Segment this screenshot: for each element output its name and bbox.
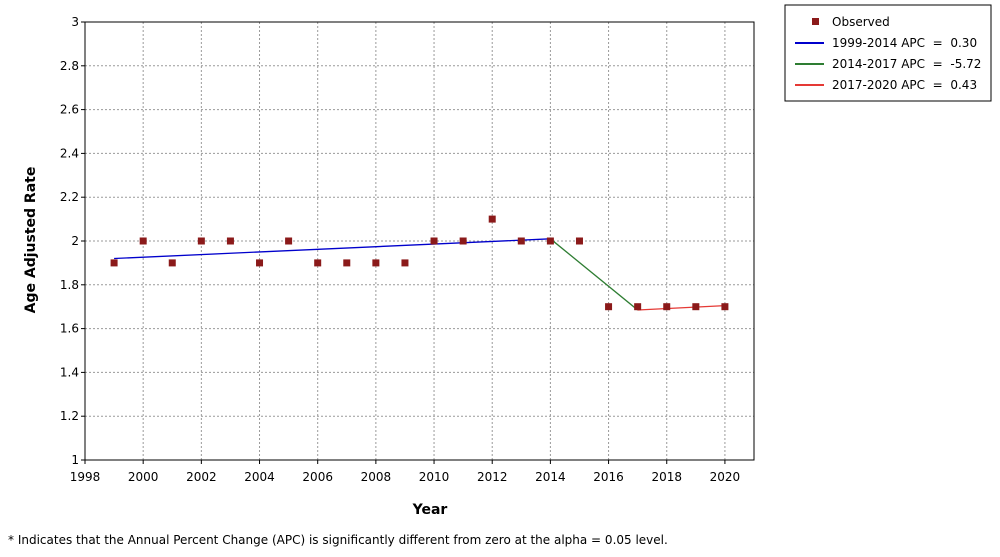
x-tick-label: 2000 bbox=[128, 470, 159, 484]
trend-line-segment-3 bbox=[637, 304, 725, 311]
y-tick-label: 2.6 bbox=[60, 103, 79, 117]
x-axis-title: Year bbox=[412, 502, 448, 518]
observed-point bbox=[605, 303, 613, 311]
y-tick-label: 2.4 bbox=[60, 146, 79, 160]
x-tick-label: 2004 bbox=[244, 470, 275, 484]
x-tick-label: 2018 bbox=[651, 470, 682, 484]
y-tick-label: 2 bbox=[71, 234, 79, 248]
legend-label-2014-2017: 2014-2017 APC = -5.72 bbox=[832, 57, 981, 71]
legend-label-1999-2014: 1999-2014 APC = 0.30 bbox=[832, 36, 977, 50]
observed-point bbox=[634, 303, 642, 311]
x-tick-label: 2010 bbox=[419, 470, 450, 484]
observed-point bbox=[459, 237, 467, 245]
x-tick-label: 2016 bbox=[593, 470, 624, 484]
y-tick-label: 1.4 bbox=[60, 365, 79, 379]
x-tick-label: 2020 bbox=[710, 470, 741, 484]
observed-point bbox=[663, 303, 671, 311]
observed-point bbox=[343, 259, 351, 267]
x-tick-label: 2002 bbox=[186, 470, 217, 484]
legend-label-2017-2020: 2017-2020 APC = 0.43 bbox=[832, 78, 977, 92]
observed-point bbox=[488, 215, 496, 223]
legend-observed-marker bbox=[812, 18, 819, 25]
footnote: * Indicates that the Annual Percent Chan… bbox=[8, 533, 668, 547]
observed-point bbox=[546, 237, 554, 245]
y-tick-label: 3 bbox=[71, 15, 79, 29]
y-tick-label: 1 bbox=[71, 453, 79, 467]
y-tick-label: 1.6 bbox=[60, 322, 79, 336]
observed-point bbox=[575, 237, 583, 245]
trend-lines bbox=[114, 238, 725, 311]
y-tick-label: 1.2 bbox=[60, 409, 79, 423]
observed-point bbox=[168, 259, 176, 267]
observed-point bbox=[314, 259, 322, 267]
observed-point bbox=[692, 303, 700, 311]
observed-points bbox=[110, 215, 729, 311]
y-axis-title: Age Adjusted Rate bbox=[23, 167, 39, 314]
trend-line-segment-1 bbox=[114, 238, 551, 260]
x-tick-label: 1998 bbox=[70, 470, 101, 484]
observed-point bbox=[401, 259, 409, 267]
trend-line-segment-2 bbox=[549, 238, 639, 311]
observed-point bbox=[197, 237, 205, 245]
y-tick-label: 2.8 bbox=[60, 59, 79, 73]
x-tick-label: 2006 bbox=[302, 470, 333, 484]
observed-point bbox=[517, 237, 525, 245]
legend-observed-label: Observed bbox=[832, 15, 890, 29]
legend: Observed 1999-2014 APC = 0.30 2014-2017 … bbox=[784, 4, 992, 102]
grid-lines bbox=[85, 22, 754, 460]
x-tick-label: 2008 bbox=[361, 470, 392, 484]
observed-point bbox=[226, 237, 234, 245]
observed-point bbox=[256, 259, 264, 267]
observed-point bbox=[372, 259, 380, 267]
observed-point bbox=[110, 259, 118, 267]
observed-point bbox=[139, 237, 147, 245]
x-tick-label: 2014 bbox=[535, 470, 566, 484]
joinpoint-chart: 1998 2000 2002 2004 2006 2008 2010 2012 2014 2016… bbox=[23, 4, 992, 518]
y-tick-label: 2.2 bbox=[60, 190, 79, 204]
observed-point bbox=[721, 303, 729, 311]
axis-ticks: 1998 2000 2002 2004 2006 2008 2010 2012 2014 2016… bbox=[60, 15, 740, 484]
observed-point bbox=[285, 237, 293, 245]
x-tick-label: 2012 bbox=[477, 470, 508, 484]
observed-point bbox=[430, 237, 438, 245]
y-tick-label: 1.8 bbox=[60, 278, 79, 292]
